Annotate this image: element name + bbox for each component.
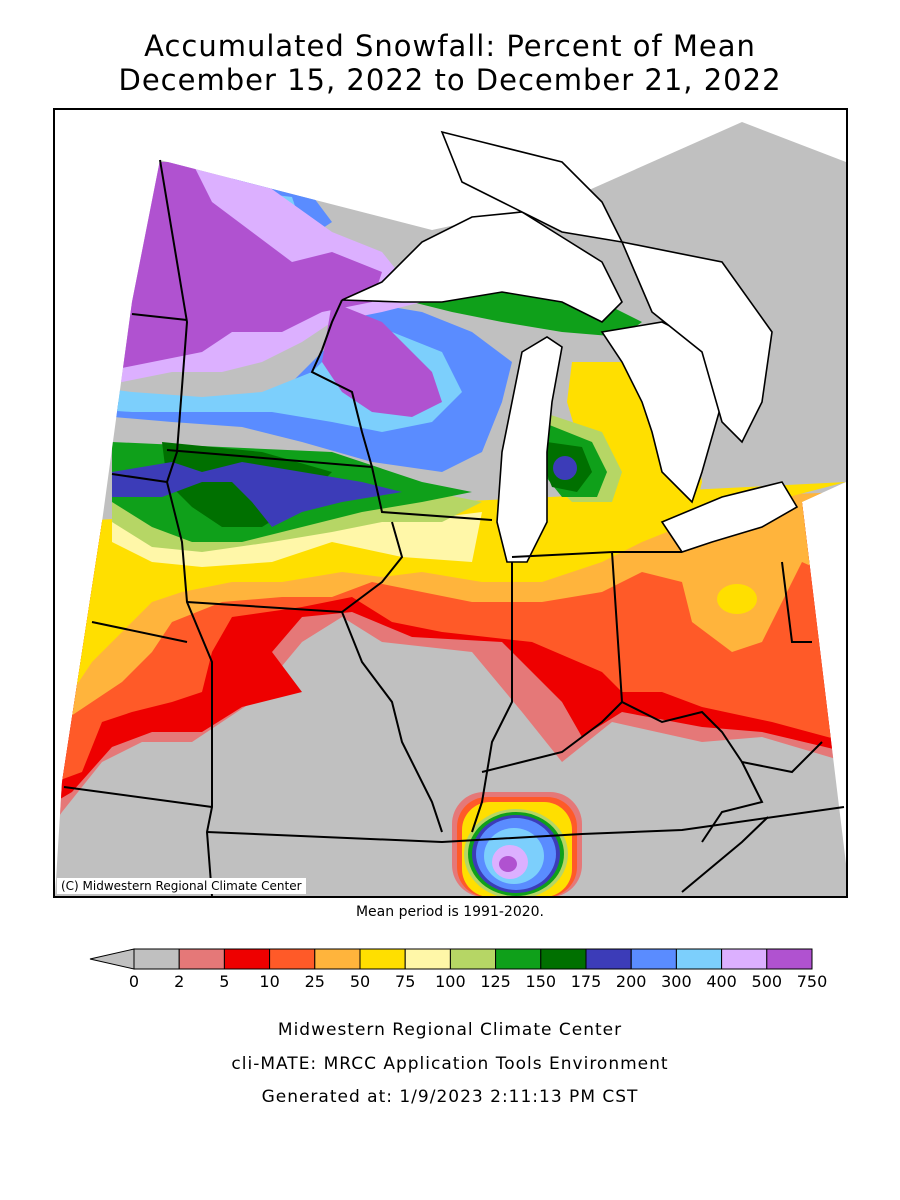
legend-label: 75 <box>395 972 415 991</box>
legend-svg: 0 2 5 10 25 50 75 100 125 150 175 200 300 400 500 750 <box>89 948 828 991</box>
legend-swatch <box>675 948 723 970</box>
legend-label: 125 <box>480 972 511 991</box>
lake-superior <box>341 211 623 323</box>
legend-label: 2 <box>174 972 184 991</box>
legend-label: 50 <box>350 972 370 991</box>
map-credit: (C) Midwestern Regional Climate Center <box>57 878 306 894</box>
legend-swatch <box>223 948 271 970</box>
contour-175-200-mi <box>553 456 577 480</box>
legend-swatch <box>314 948 361 970</box>
legend-label: 150 <box>526 972 557 991</box>
lake-erie <box>660 481 799 553</box>
legend-swatch <box>178 948 225 970</box>
lake-nipigon-area <box>440 130 624 244</box>
legend-swatch <box>495 948 542 970</box>
legend-swatch <box>269 948 316 970</box>
legend-swatch <box>359 948 406 970</box>
footer-app: cli-MATE: MRCC Application Tools Environ… <box>231 1054 669 1074</box>
map-title-line2: December 15, 2022 to December 21, 2022 <box>118 63 782 97</box>
legend-swatch <box>133 948 180 970</box>
contour-50-75-ohio <box>717 584 757 614</box>
legend-label: 300 <box>661 972 692 991</box>
legend-swatch <box>449 948 497 970</box>
contour-175-200 <box>112 462 402 527</box>
legend-label: 175 <box>571 972 602 991</box>
legend-label: 500 <box>752 972 783 991</box>
great-lakes <box>341 130 799 563</box>
legend-label: 100 <box>435 972 466 991</box>
legend-label: 400 <box>706 972 737 991</box>
contour-500-750-mn <box>322 302 442 417</box>
legend-swatch <box>540 948 587 970</box>
legend-label: 10 <box>259 972 279 991</box>
legend-label: 5 <box>219 972 229 991</box>
legend-label: 200 <box>616 972 647 991</box>
color-legend: 0 2 5 10 25 50 75 100 125 150 175 200 300 400 500 750 <box>88 945 838 1009</box>
snowfall-contours <box>55 122 846 896</box>
legend-arrow <box>89 948 135 970</box>
legend-swatch <box>585 948 632 970</box>
legend-swatch <box>630 948 677 970</box>
legend-label: 750 <box>797 972 828 991</box>
map-title-line1: Accumulated Snowfall: Percent of Mean <box>144 29 756 63</box>
lake-michigan <box>496 336 563 563</box>
bullseye-tn <box>452 792 582 896</box>
legend-label: 25 <box>305 972 325 991</box>
footer-org: Midwestern Regional Climate Center <box>277 1020 623 1040</box>
snowfall-map <box>53 108 848 898</box>
ontario-canada <box>620 240 773 444</box>
state-borders <box>63 159 845 896</box>
legend-swatch <box>404 948 451 970</box>
footer-generated: Generated at: 1/9/2023 2:11:13 PM CST <box>261 1087 639 1107</box>
mean-period-note: Mean period is 1991-2020. <box>355 904 545 920</box>
legend-label: 0 <box>129 972 139 991</box>
legend-swatch <box>721 948 768 970</box>
legend-swatch <box>766 948 813 970</box>
